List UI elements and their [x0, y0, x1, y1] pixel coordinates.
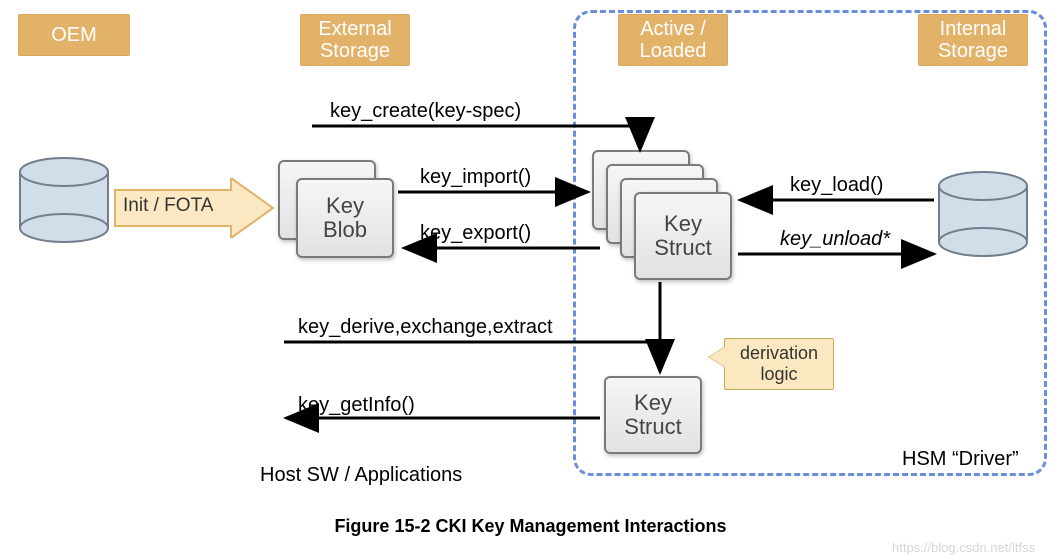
label-key-unload: key_unload* [780, 228, 890, 251]
key-struct-bottom-card: Key Struct [604, 376, 702, 454]
key-blob-card-front: Key Blob [296, 178, 394, 258]
key-struct-bottom-label: Key Struct [624, 391, 681, 439]
header-internal-storage: Internal Storage [918, 14, 1028, 66]
cylinder-internal [937, 170, 1029, 258]
label-key-export: key_export() [420, 222, 531, 245]
label-key-derive: key_derive,exchange,extract [298, 316, 553, 339]
diagram-stage: OEM External Storage Active / Loaded Int… [0, 0, 1061, 557]
label-key-load: key_load() [790, 174, 883, 197]
key-struct-top-stack: Key Struct [592, 150, 742, 290]
init-fota-arrow: Init / FOTA [113, 178, 275, 238]
header-external-label: External Storage [318, 18, 391, 62]
label-key-getinfo: key_getInfo() [298, 394, 415, 417]
key-struct-card-front: Key Struct [634, 192, 732, 280]
init-fota-label: Init / FOTA [123, 195, 213, 217]
derivation-logic-callout: derivation logic [724, 338, 834, 390]
cylinder-oem [18, 156, 110, 244]
key-struct-top-label: Key Struct [654, 212, 711, 260]
header-oem: OEM [18, 14, 130, 56]
header-active-label: Active / Loaded [640, 18, 707, 62]
label-key-import: key_import() [420, 166, 531, 189]
callout-label: derivation logic [740, 343, 818, 384]
header-active-loaded: Active / Loaded [618, 14, 728, 66]
label-hsm-driver: HSM “Driver” [902, 448, 1019, 471]
header-oem-label: OEM [51, 24, 97, 46]
figure-caption: Figure 15-2 CKI Key Management Interacti… [0, 516, 1061, 537]
key-blob-stack: Key Blob [278, 160, 398, 260]
key-blob-label: Key Blob [323, 194, 367, 242]
label-host-sw: Host SW / Applications [260, 464, 462, 487]
header-external-storage: External Storage [300, 14, 410, 66]
label-key-create: key_create(key-spec) [330, 100, 521, 123]
watermark-text: https://blog.csdn.net/ltfss [892, 540, 1035, 555]
header-internal-label: Internal Storage [938, 18, 1008, 62]
